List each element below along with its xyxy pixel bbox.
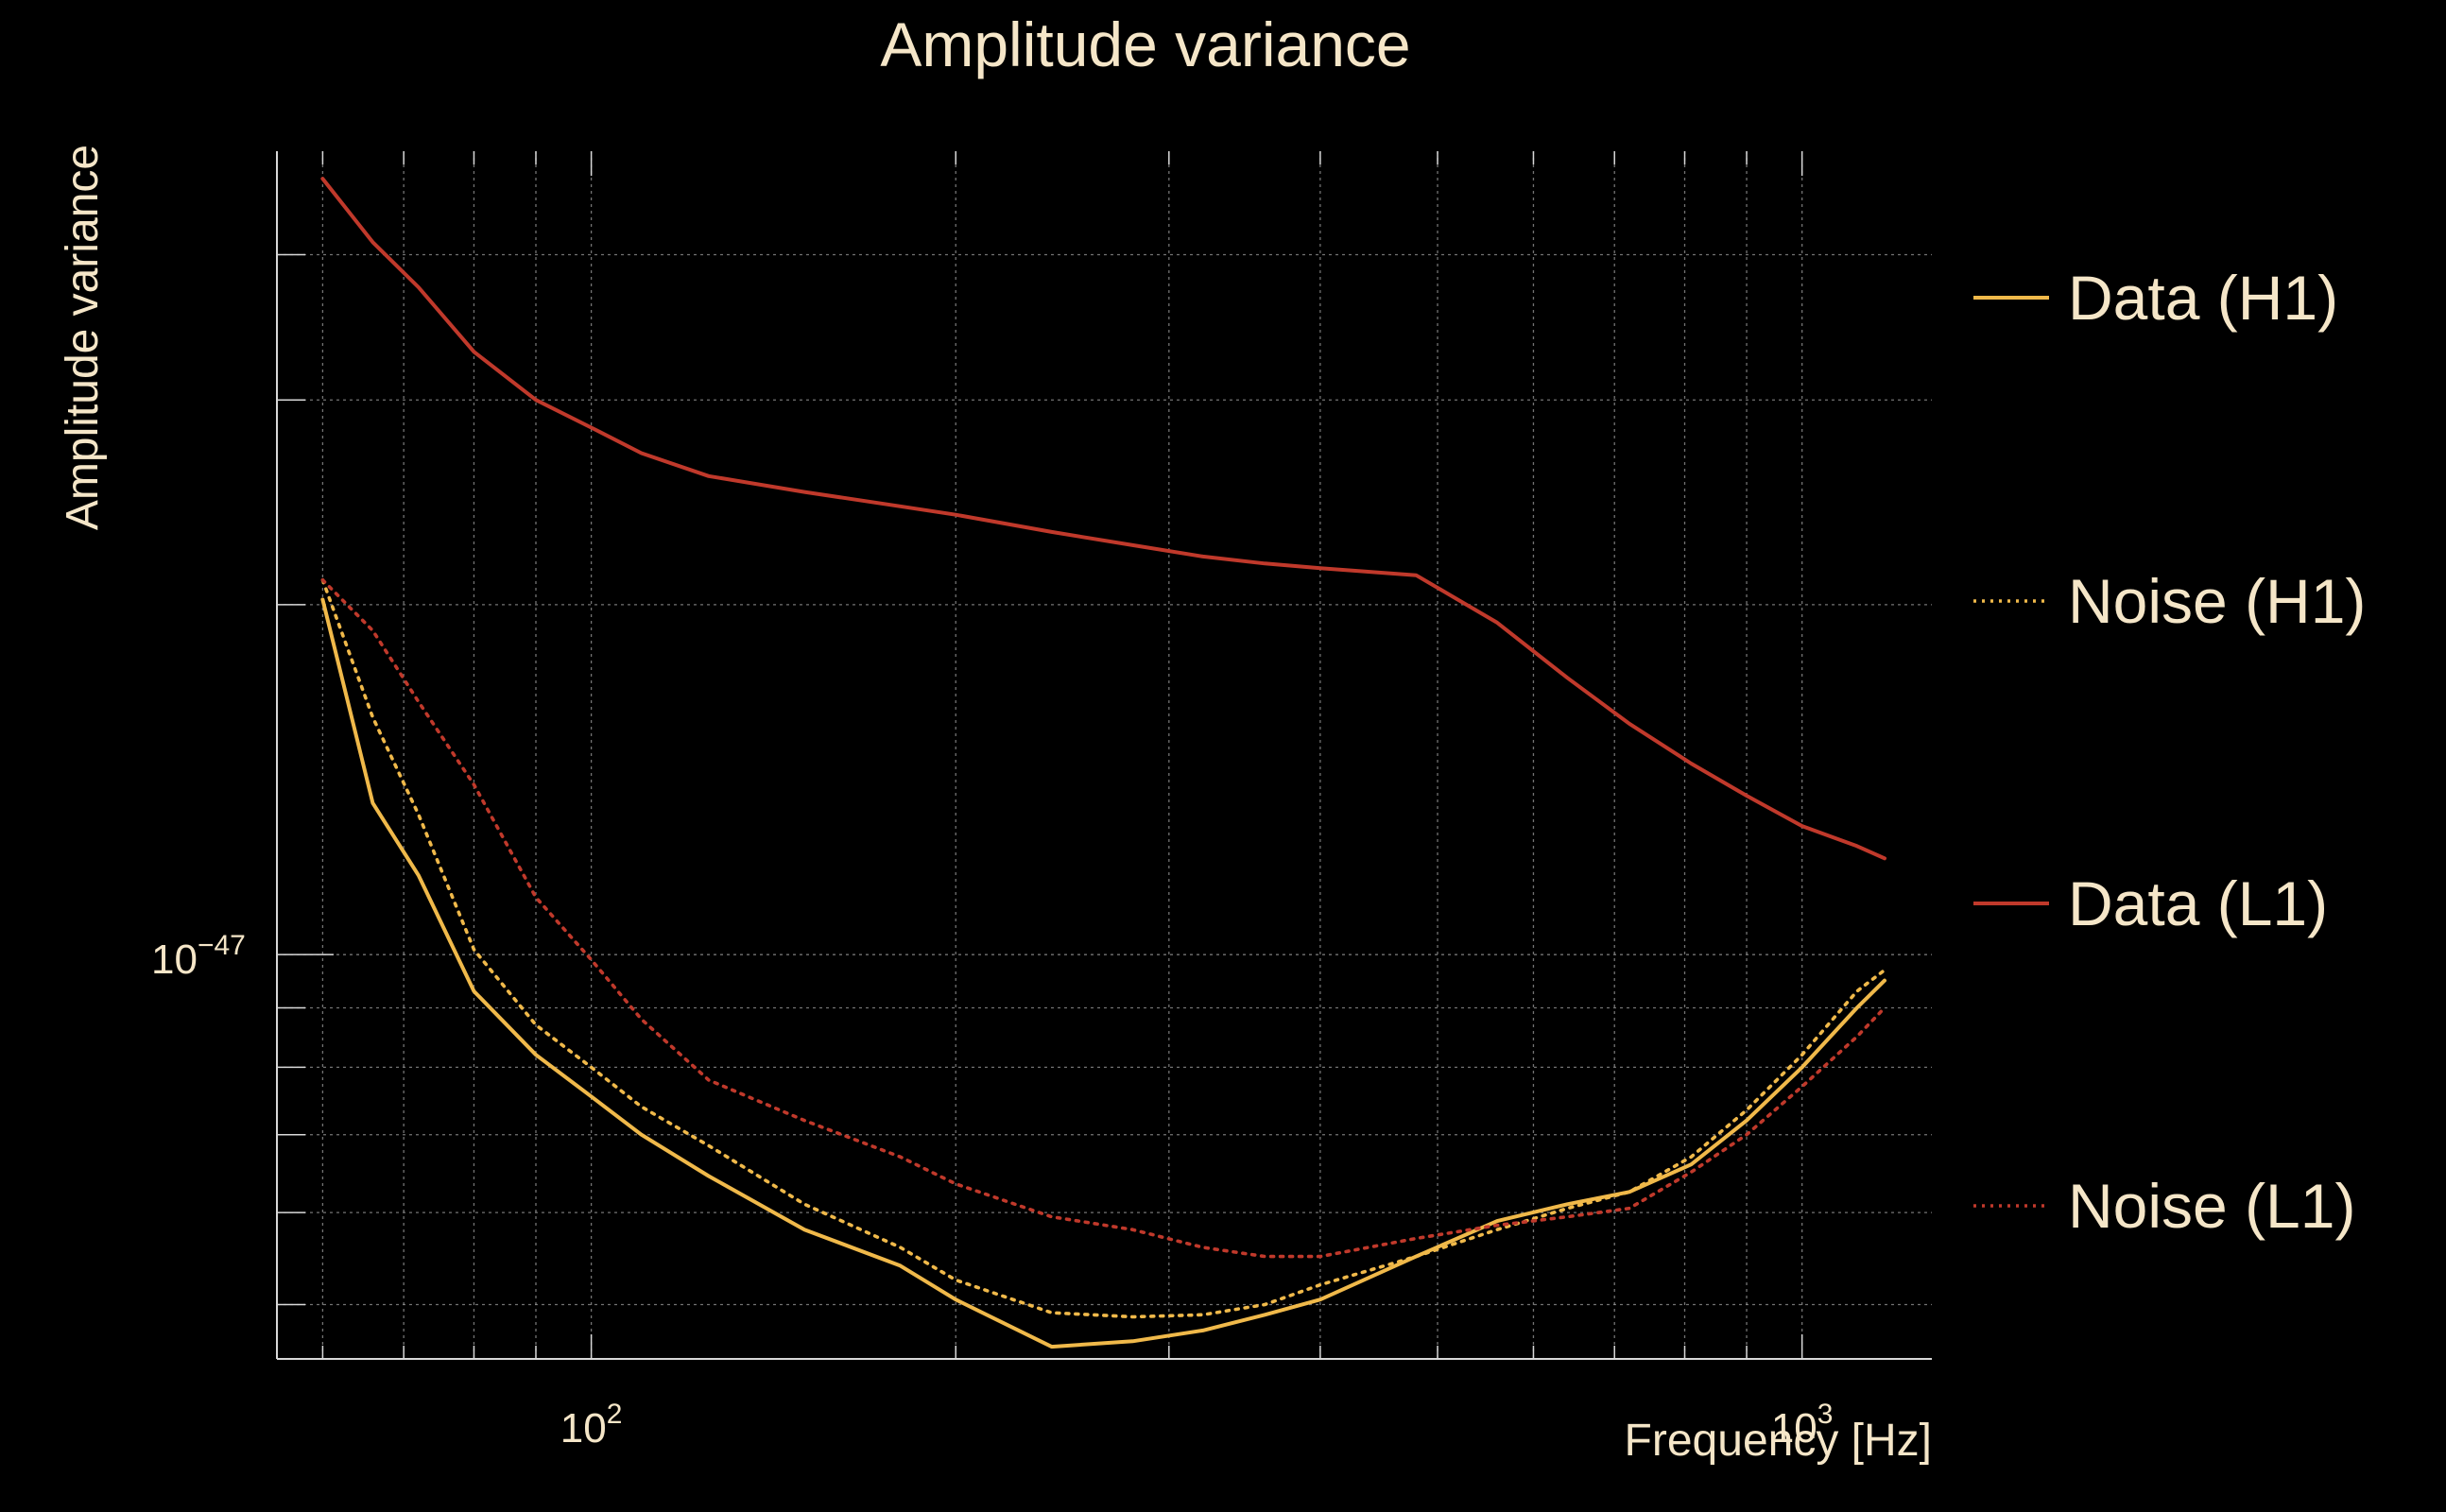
legend-item-noise-h1: Noise (H1) <box>1973 566 2366 636</box>
axes <box>276 151 1932 1360</box>
chart-title: Amplitude variance <box>880 9 1410 79</box>
legend-item-data-h1: Data (H1) <box>1973 263 2338 333</box>
x-tick-label: 102 <box>560 1399 623 1452</box>
legend-label-noise-l1: Noise (L1) <box>2068 1171 2355 1241</box>
legend-label-data-l1: Data (L1) <box>2068 868 2328 938</box>
legend-item-data-l1: Data (L1) <box>1973 868 2328 938</box>
legend-item-noise-l1: Noise (L1) <box>1973 1171 2355 1241</box>
series-line-noise-l1 <box>320 577 1886 1259</box>
grid-lines <box>277 151 1932 1359</box>
legend-label-data-h1: Data (H1) <box>2068 263 2338 333</box>
x-tick-label: 103 <box>1771 1399 1834 1452</box>
series-line-noise-h1 <box>320 577 1886 1319</box>
series-line-data-l1 <box>320 177 1886 861</box>
series-line-data-h1 <box>320 597 1886 1349</box>
y-tick-label: 10−47 <box>151 930 246 983</box>
x-axis-label: Frequency [Hz] <box>1625 1416 1932 1466</box>
y-axis-label: Amplitude variance <box>58 145 108 530</box>
series-lines <box>320 177 1886 1349</box>
legend-label-noise-h1: Noise (H1) <box>2068 566 2366 636</box>
legend: Data (H1) Noise (H1) Data (L1) Noise (L1) <box>1973 263 2366 1241</box>
tick-labels: 102 103 10−47 <box>151 930 1833 1452</box>
